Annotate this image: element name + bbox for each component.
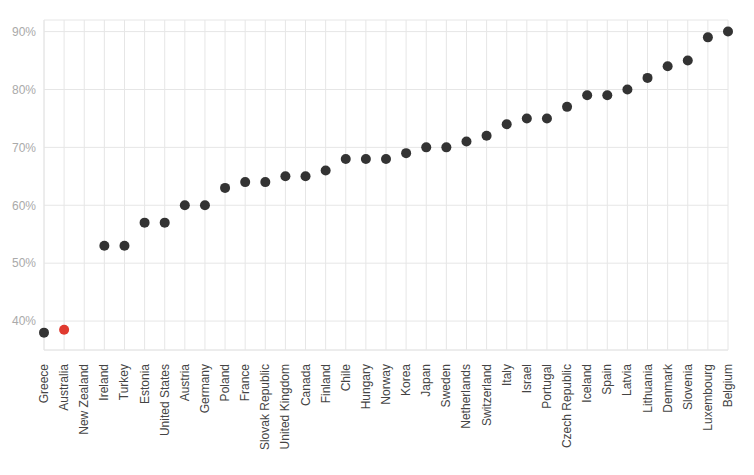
svg-text:Japan: Japan	[419, 364, 433, 397]
svg-text:New Zealand: New Zealand	[77, 364, 91, 435]
svg-text:Estonia: Estonia	[138, 364, 152, 404]
svg-text:Czech Republic: Czech Republic	[560, 364, 574, 448]
svg-text:Canada: Canada	[299, 364, 313, 406]
svg-text:Israel: Israel	[520, 364, 534, 393]
svg-text:Iceland: Iceland	[580, 364, 594, 403]
svg-text:Slovenia: Slovenia	[681, 364, 695, 410]
svg-text:80%: 80%	[12, 83, 36, 97]
svg-text:Lithuania: Lithuania	[641, 364, 655, 413]
svg-text:Denmark: Denmark	[661, 363, 675, 413]
svg-text:70%: 70%	[12, 141, 36, 155]
svg-text:Germany: Germany	[198, 364, 212, 413]
svg-text:Switzerland: Switzerland	[480, 364, 494, 426]
svg-text:Netherlands: Netherlands	[459, 364, 473, 429]
svg-text:Ireland: Ireland	[97, 364, 111, 401]
svg-text:60%: 60%	[12, 199, 36, 213]
svg-text:90%: 90%	[12, 25, 36, 39]
svg-text:Australia: Australia	[57, 364, 71, 411]
svg-text:Poland: Poland	[218, 364, 232, 401]
svg-text:Greece: Greece	[37, 364, 51, 404]
svg-text:France: France	[238, 364, 252, 402]
svg-text:Norway: Norway	[379, 364, 393, 405]
svg-text:Italy: Italy	[500, 364, 514, 386]
svg-text:Luxembourg: Luxembourg	[701, 364, 715, 431]
svg-text:Spain: Spain	[600, 364, 614, 395]
svg-text:40%: 40%	[12, 314, 36, 328]
svg-text:50%: 50%	[12, 256, 36, 270]
svg-text:Portugal: Portugal	[540, 364, 554, 409]
svg-text:Hungary: Hungary	[359, 364, 373, 409]
svg-text:Sweden: Sweden	[439, 364, 453, 407]
svg-text:Belgium: Belgium	[721, 364, 735, 407]
svg-text:Korea: Korea	[399, 364, 413, 396]
svg-text:United States: United States	[158, 364, 172, 436]
svg-text:Latvia: Latvia	[620, 364, 634, 396]
svg-text:Slovak Republic: Slovak Republic	[258, 364, 272, 450]
svg-text:Chile: Chile	[339, 364, 353, 392]
svg-text:Finland: Finland	[319, 364, 333, 403]
svg-text:Turkey: Turkey	[117, 364, 131, 400]
svg-text:United Kingdom: United Kingdom	[278, 364, 292, 449]
svg-text:Austria: Austria	[178, 364, 192, 402]
